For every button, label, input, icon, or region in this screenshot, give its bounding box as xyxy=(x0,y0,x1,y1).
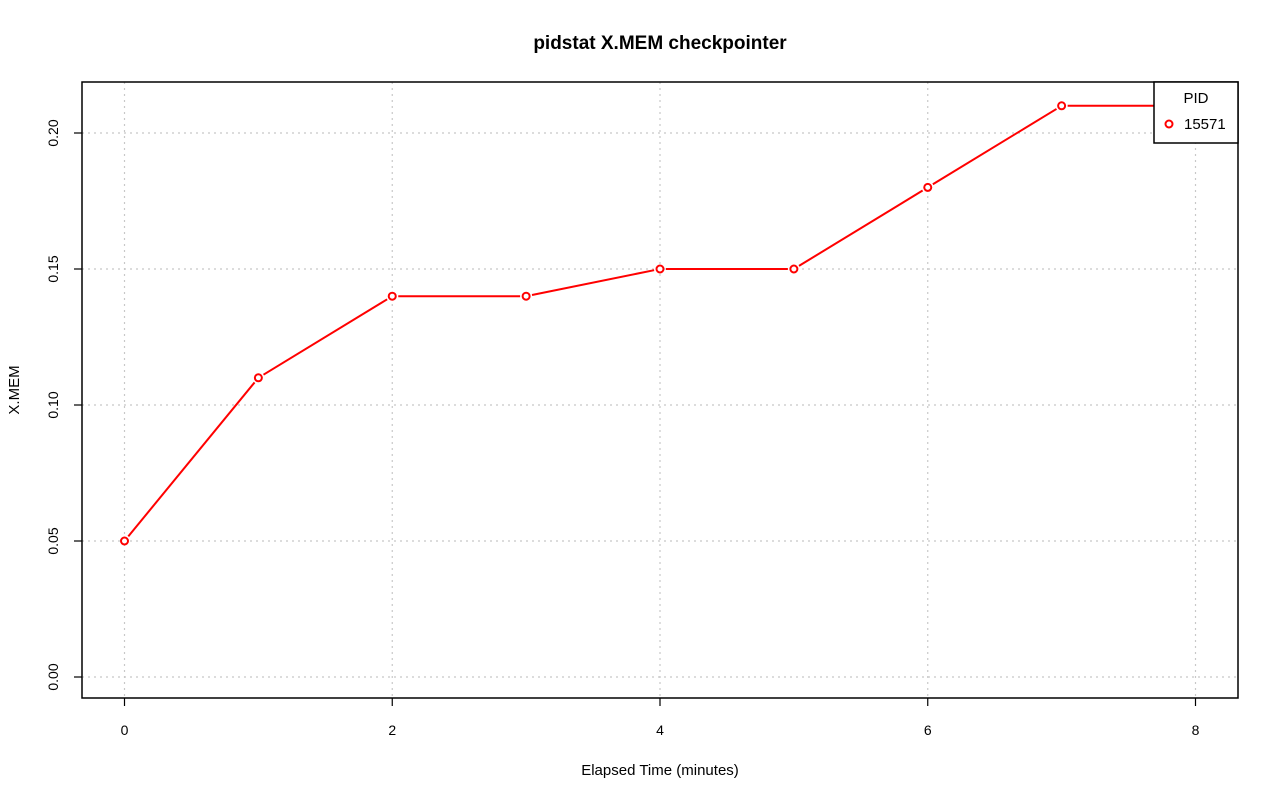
y-tick-label: 0.15 xyxy=(45,255,61,282)
x-tick-label: 8 xyxy=(1192,722,1200,738)
x-tick-label: 2 xyxy=(388,722,396,738)
series-line-segment xyxy=(531,269,655,296)
series-line-segment xyxy=(262,298,388,376)
legend-entry-label: 15571 xyxy=(1184,116,1226,133)
data-point xyxy=(253,373,263,383)
series-line-segment xyxy=(127,381,256,537)
legend-box xyxy=(1153,81,1239,144)
data-point xyxy=(120,536,129,546)
grid xyxy=(82,82,1238,698)
legend-title: PID xyxy=(1183,90,1208,107)
data-point xyxy=(923,182,933,192)
data-point xyxy=(387,291,397,301)
legend-marker xyxy=(1164,119,1174,129)
x-axis: 0 2 4 6 8 xyxy=(121,698,1200,738)
x-tick-label: 6 xyxy=(924,722,932,738)
data-point xyxy=(521,291,531,301)
y-axis-label: X.MEM xyxy=(6,365,23,414)
y-axis: 0.00 0.05 0.10 0.15 0.20 xyxy=(45,119,82,691)
series-line-segment xyxy=(798,189,924,267)
x-axis-label: Elapsed Time (minutes) xyxy=(581,762,739,779)
y-tick-label: 0.00 xyxy=(45,663,61,690)
y-tick-label: 0.10 xyxy=(45,391,61,418)
x-tick-label: 0 xyxy=(121,722,129,738)
y-tick-label: 0.20 xyxy=(45,119,61,146)
legend: PID 15571 xyxy=(1153,81,1239,144)
data-point xyxy=(1057,101,1067,111)
data-point xyxy=(789,264,799,274)
x-tick-label: 4 xyxy=(656,722,664,738)
series-line-segment xyxy=(932,108,1058,186)
y-tick-label: 0.05 xyxy=(45,527,61,554)
data-point xyxy=(655,264,665,274)
chart-title: pidstat X.MEM checkpointer xyxy=(533,33,787,54)
